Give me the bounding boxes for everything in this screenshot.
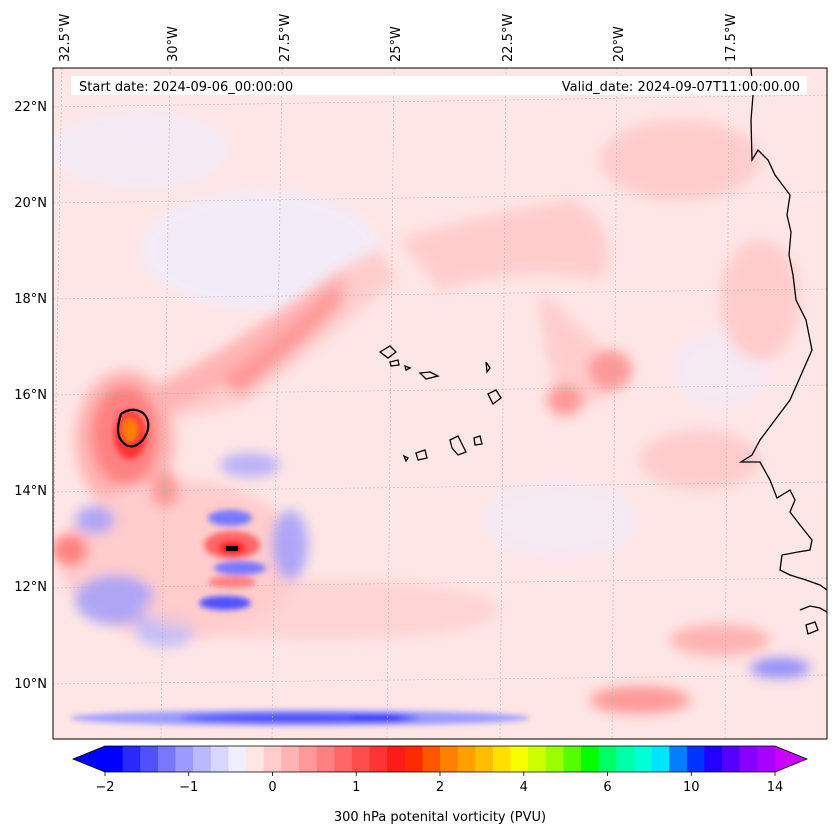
colorbar-tick-label: −1 bbox=[179, 780, 198, 795]
lon-label: 20°W bbox=[612, 26, 627, 62]
lon-label: 22.5°W bbox=[501, 14, 516, 62]
colorbar-cell bbox=[281, 746, 300, 772]
colorbar-tick-label: 6 bbox=[603, 780, 611, 795]
colorbar-cell bbox=[457, 746, 476, 772]
colorbar-cell bbox=[228, 746, 247, 772]
colorbar-extend-high bbox=[775, 746, 807, 772]
lat-label: 16°N bbox=[14, 388, 47, 403]
colorbar-tick-label: 10 bbox=[683, 780, 700, 795]
pv-contour-lines bbox=[116, 408, 238, 551]
valid-date-text: Valid_date: 2024-09-07T11:00:00.00 bbox=[562, 80, 800, 95]
colorbar-extend-low bbox=[73, 746, 105, 772]
colorbar-cell bbox=[316, 746, 335, 772]
latitude-labels: 22°N 20°N 18°N 16°N 14°N 12°N 10°N bbox=[14, 100, 47, 692]
colorbar-label: 300 hPa potenital vorticity (PVU) bbox=[334, 810, 546, 825]
colorbar-tick-label: −2 bbox=[95, 780, 114, 795]
colorbar-cell bbox=[298, 746, 318, 772]
date-header-box bbox=[71, 76, 807, 95]
colorbar-cell bbox=[440, 746, 459, 772]
colorbar-cell bbox=[598, 746, 617, 772]
colorbar-cell bbox=[263, 746, 282, 772]
map-panel: Start date: 2024-09-06_00:00:00 Valid_da… bbox=[53, 68, 827, 739]
colorbar-ticks: −2 −1 0 1 2 4 6 10 14 bbox=[95, 772, 783, 795]
colorbar-cell bbox=[757, 746, 776, 772]
colorbar-cell bbox=[475, 746, 494, 772]
longitude-labels: 32.5°W 30°W 27.5°W 25°W 22.5°W 20°W 17.5… bbox=[58, 14, 739, 62]
colorbar-cell bbox=[422, 746, 441, 772]
map-frame bbox=[52, 67, 828, 740]
colorbar-cells bbox=[105, 746, 776, 772]
colorbar-cell bbox=[563, 746, 582, 772]
colorbar-cell bbox=[193, 746, 212, 772]
colorbar-cell bbox=[510, 746, 529, 772]
colorbar-cell bbox=[545, 746, 564, 772]
colorbar-cell bbox=[404, 746, 423, 772]
graticule bbox=[53, 68, 827, 739]
lon-label: 30°W bbox=[166, 26, 181, 62]
coastlines bbox=[378, 68, 827, 635]
lon-label: 17.5°W bbox=[724, 14, 739, 62]
lon-label: 32.5°W bbox=[58, 14, 73, 62]
lon-label: 27.5°W bbox=[278, 14, 293, 62]
colorbar-tick-label: 2 bbox=[436, 780, 444, 795]
colorbar-cell bbox=[739, 746, 758, 772]
colorbar-tick-label: 4 bbox=[520, 780, 528, 795]
lat-label: 22°N bbox=[14, 100, 47, 115]
colorbar-cell bbox=[633, 746, 653, 772]
colorbar-cell bbox=[669, 746, 688, 772]
lat-label: 20°N bbox=[14, 196, 47, 211]
colorbar-tick-label: 14 bbox=[767, 780, 784, 795]
colorbar-cell bbox=[616, 746, 635, 772]
colorbar-cell bbox=[140, 746, 159, 772]
colorbar-cell bbox=[105, 746, 124, 772]
colorbar-tick-label: 1 bbox=[352, 780, 360, 795]
colorbar-cell bbox=[722, 746, 741, 772]
colorbar-cell bbox=[157, 746, 177, 772]
colorbar-cell bbox=[704, 746, 723, 772]
colorbar-cell bbox=[686, 746, 705, 772]
colorbar-cell bbox=[492, 746, 512, 772]
colorbar-cell bbox=[651, 746, 670, 772]
colorbar-cell bbox=[122, 746, 141, 772]
colorbar-cell bbox=[246, 746, 265, 772]
cape-verde-islands bbox=[378, 345, 397, 359]
colorbar-cell bbox=[210, 746, 229, 772]
colorbar-cell bbox=[369, 746, 388, 772]
colorbar: −2 −1 0 1 2 4 6 10 14 300 hPa potenital vorticit… bbox=[71, 745, 809, 825]
lat-label: 18°N bbox=[14, 292, 47, 307]
lat-label: 14°N bbox=[14, 484, 47, 499]
africa-coastline bbox=[738, 68, 827, 591]
colorbar-cell bbox=[528, 746, 547, 772]
colorbar-cell bbox=[387, 746, 406, 772]
pv-sharp-features bbox=[70, 411, 530, 726]
colorbar-cell bbox=[175, 746, 194, 772]
colorbar-cell bbox=[351, 746, 370, 772]
lon-label: 25°W bbox=[389, 26, 404, 62]
colorbar-tick-label: 0 bbox=[268, 780, 276, 795]
lat-label: 12°N bbox=[14, 580, 47, 595]
colorbar-cell bbox=[581, 746, 600, 772]
colorbar-cell bbox=[334, 746, 353, 772]
start-date-text: Start date: 2024-09-06_00:00:00 bbox=[79, 80, 293, 95]
lat-label: 10°N bbox=[14, 677, 47, 692]
pv-contour-fills bbox=[53, 110, 810, 714]
